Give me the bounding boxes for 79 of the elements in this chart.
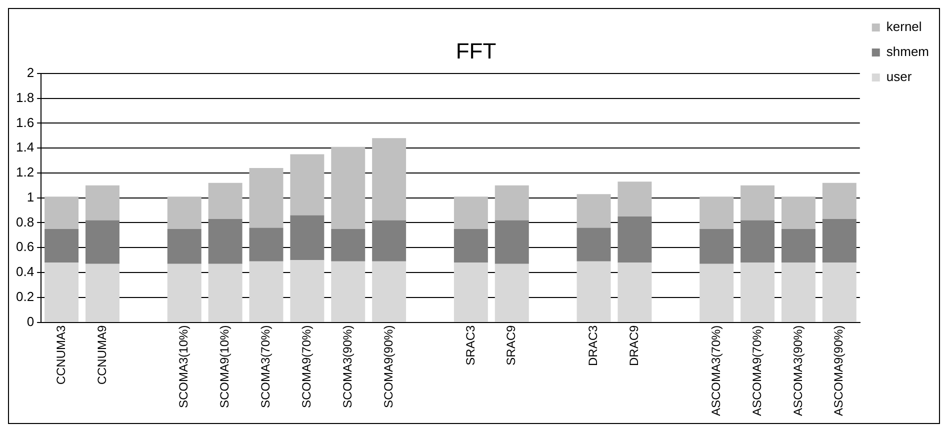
y-tick-label: 0.8	[16, 214, 34, 230]
x-tick-label: DRAC3	[586, 324, 600, 366]
bar	[494, 264, 529, 322]
bar	[576, 261, 611, 322]
bar	[85, 185, 120, 220]
bar	[372, 261, 406, 322]
legend-label: kernel	[886, 19, 922, 34]
bar	[740, 220, 775, 263]
bar	[249, 261, 284, 322]
bar	[249, 228, 284, 262]
bar	[208, 219, 242, 264]
chart-title: FFT	[456, 38, 496, 64]
x-tick-label: ASCOMA9(90%)	[832, 325, 846, 416]
y-tick-label: 1.4	[16, 140, 34, 155]
x-tick-label: ASCOMA9(70%)	[750, 325, 764, 416]
bar	[290, 260, 324, 322]
bar	[494, 185, 529, 220]
bar	[167, 264, 202, 322]
bar	[700, 196, 734, 229]
bar	[208, 182, 242, 220]
bar	[822, 262, 856, 322]
x-tick-label: CCNUMA3	[54, 324, 68, 385]
y-tick-label: 1.6	[16, 114, 34, 130]
bar	[454, 196, 488, 229]
bar	[454, 262, 488, 322]
bar	[331, 261, 366, 322]
bar	[781, 196, 816, 229]
bar	[44, 228, 79, 263]
y-tick-label: 0.6	[16, 239, 34, 254]
x-tick-label: SCOMA9(70%)	[300, 325, 314, 408]
x-tick-label: SRAC3	[463, 324, 478, 366]
x-tick-label: ASCOMA3(70%)	[708, 325, 723, 416]
legend-label: shmem	[886, 44, 930, 60]
x-tick-label: SRAC9	[504, 324, 518, 366]
bar	[167, 228, 202, 264]
bar	[700, 264, 734, 322]
bar	[700, 228, 734, 264]
bar	[618, 262, 652, 322]
bar	[618, 182, 652, 217]
bar	[822, 182, 856, 220]
bar	[576, 194, 611, 228]
bar	[494, 220, 529, 264]
bar	[618, 216, 652, 263]
y-tick-label: 0.4	[16, 264, 34, 280]
bar	[85, 220, 120, 264]
x-tick-label: SCOMA3(10%)	[176, 325, 191, 408]
bar	[290, 154, 324, 216]
bar	[454, 228, 488, 263]
x-tick-label: CCNUMA9	[94, 324, 109, 385]
bar	[290, 215, 324, 260]
bar	[85, 264, 120, 322]
bar	[167, 196, 202, 229]
bar	[740, 185, 775, 220]
x-tick-label: DRAC9	[627, 324, 642, 366]
y-tick-label: 0	[26, 314, 34, 329]
y-tick-label: 1	[26, 189, 34, 204]
bar	[44, 196, 79, 229]
bar	[44, 262, 79, 322]
x-tick-label: SCOMA9(90%)	[381, 325, 396, 408]
legend-label: user	[886, 69, 912, 84]
x-tick-label: SCOMA3(70%)	[258, 325, 273, 408]
bar	[249, 168, 284, 228]
bar	[331, 146, 366, 229]
y-tick-label: 2	[26, 64, 34, 80]
bar	[331, 228, 366, 262]
y-tick-label: 0.2	[16, 288, 34, 304]
bar	[740, 262, 775, 322]
bar	[208, 264, 242, 322]
bar	[372, 138, 406, 220]
x-tick-label: SCOMA3(90%)	[340, 325, 354, 408]
bar	[576, 228, 611, 262]
y-tick-label: 1.8	[16, 90, 34, 105]
y-tick-label: 1.2	[16, 164, 34, 180]
bar	[781, 262, 816, 322]
bar	[372, 220, 406, 262]
bar	[822, 219, 856, 263]
x-tick-label: SCOMA9(10%)	[218, 325, 232, 408]
bar	[781, 228, 816, 263]
x-tick-label: ASCOMA3(90%)	[790, 325, 805, 416]
